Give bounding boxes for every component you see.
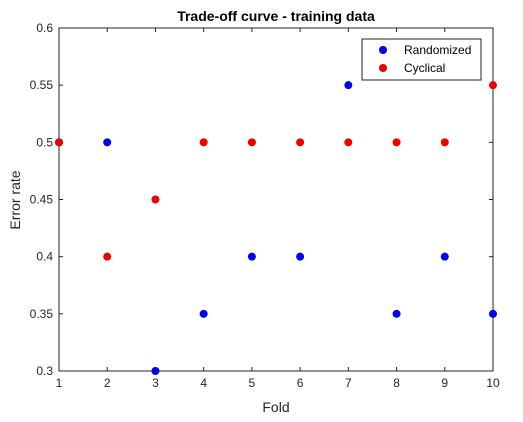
x-tick-label: 6 xyxy=(297,376,304,390)
point-cyclical xyxy=(151,195,160,204)
point-cyclical xyxy=(489,81,497,90)
y-axis-label: Error rate xyxy=(7,170,23,229)
y-tick-label: 0.45 xyxy=(30,193,54,207)
legend-label-cyclical: Cyclical xyxy=(404,61,445,75)
x-tick-label: 9 xyxy=(441,376,448,390)
x-tick-label: 5 xyxy=(249,376,256,390)
plot-frame xyxy=(58,27,494,372)
legend-marker-cyclical xyxy=(379,64,387,72)
point-cyclical xyxy=(344,138,353,147)
y-tick-label: 0.5 xyxy=(36,135,53,149)
point-randomized xyxy=(296,252,305,261)
x-tick-label: 2 xyxy=(104,376,111,390)
x-axis-ticks: 1 2 3 4 5 6 7 8 9 10 xyxy=(56,28,500,390)
legend-label-randomized: Randomized xyxy=(404,43,471,57)
x-tick-label: 3 xyxy=(152,376,159,390)
point-randomized xyxy=(199,309,208,318)
data-points xyxy=(55,81,497,375)
x-tick-label: 4 xyxy=(200,376,207,390)
legend-box xyxy=(361,38,482,81)
legend-marker-randomized xyxy=(379,46,387,54)
y-tick-label: 0.55 xyxy=(30,78,54,92)
x-tick-label: 8 xyxy=(393,376,400,390)
x-tick-label: 7 xyxy=(345,376,352,390)
point-cyclical xyxy=(247,138,256,147)
point-randomized xyxy=(151,367,160,375)
x-tick-label: 10 xyxy=(486,376,500,390)
point-randomized xyxy=(489,309,497,318)
legend: Randomized Cyclical xyxy=(361,38,482,81)
point-randomized xyxy=(440,252,449,261)
x-axis-label: Fold xyxy=(262,399,289,415)
point-randomized xyxy=(247,252,256,261)
point-cyclical xyxy=(103,252,112,261)
chart-title: Trade-off curve - training data xyxy=(177,8,375,24)
y-tick-label: 0.3 xyxy=(36,364,53,378)
point-cyclical xyxy=(55,138,63,147)
point-cyclical xyxy=(392,138,401,147)
y-tick-label: 0.35 xyxy=(30,307,54,321)
point-randomized xyxy=(392,309,401,318)
y-tick-label: 0.6 xyxy=(36,21,53,35)
point-cyclical xyxy=(440,138,449,147)
point-cyclical xyxy=(199,138,208,147)
point-randomized xyxy=(103,138,112,147)
point-cyclical xyxy=(296,138,305,147)
plot-area: 1 2 3 4 5 6 7 8 9 10 0.3 0.35 0.4 0.45 0.5 0.55 0.6 xyxy=(30,21,500,390)
y-axis-ticks: 0.3 0.35 0.4 0.45 0.5 0.55 0.6 xyxy=(30,21,493,378)
point-randomized xyxy=(344,81,353,90)
x-tick-label: 1 xyxy=(56,376,63,390)
y-tick-label: 0.4 xyxy=(36,250,53,264)
